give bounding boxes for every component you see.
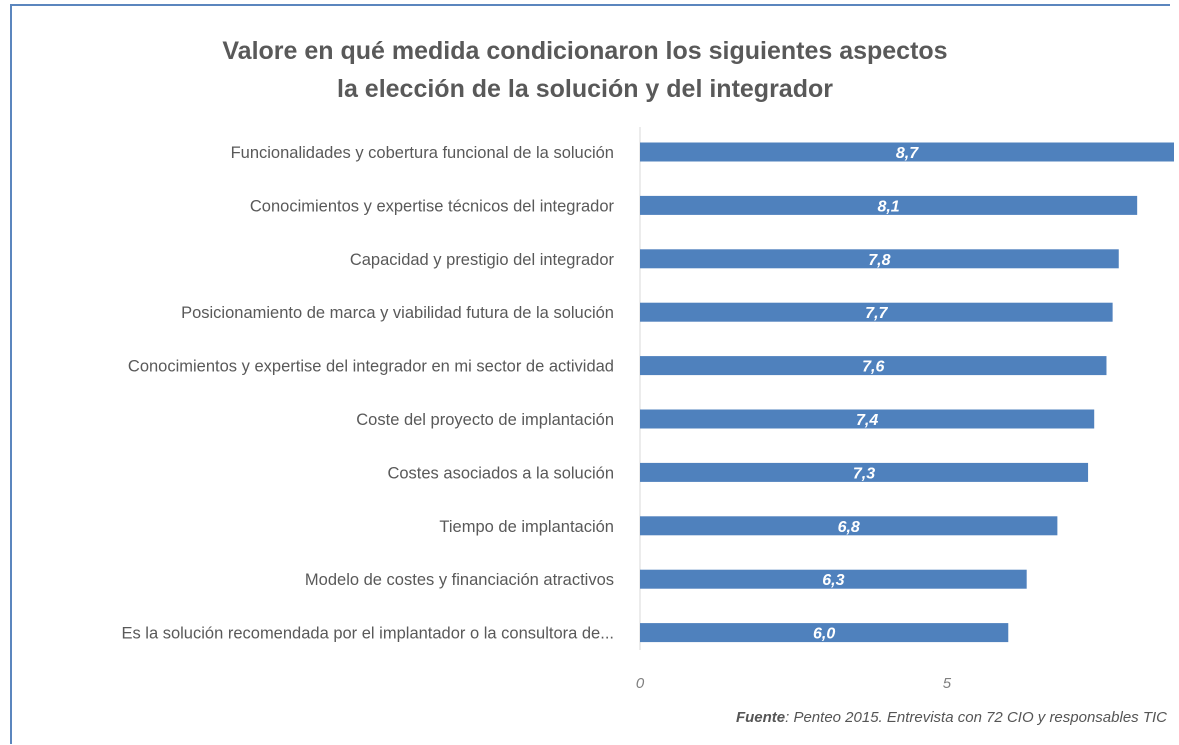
bar-value-label: 7,6 (862, 359, 884, 376)
category-label: Tiempo de implantación (439, 518, 614, 536)
bar-value-label: 7,7 (865, 305, 888, 322)
bar (640, 569, 1027, 589)
bar (640, 356, 1107, 376)
category-label: Conocimientos y expertise técnicos del i… (250, 197, 615, 215)
bar-value-label: 7,3 (853, 465, 875, 482)
source-text: : Penteo 2015. Entrevista con 72 CIO y r… (785, 709, 1167, 726)
bar-value-label: 8,1 (877, 198, 899, 215)
category-labels-layer: Funcionalidades y cobertura funcional de… (121, 144, 614, 643)
bar (640, 195, 1138, 215)
bar-value-label: 8,7 (896, 145, 919, 162)
chart-frame (10, 4, 1170, 744)
x-tick-label: 0 (636, 675, 645, 692)
source-note: Fuente: Penteo 2015. Entrevista con 72 C… (736, 709, 1167, 726)
bar-value-label: 7,4 (856, 412, 878, 429)
category-label: Funcionalidades y cobertura funcional de… (231, 144, 614, 162)
category-label: Es la solución recomendada por el implan… (121, 625, 614, 643)
bar-value-label: 6,8 (838, 519, 860, 536)
category-label: Costes asociados a la solución (387, 464, 614, 482)
bars-layer: 8,7 8,1 7,8 7,7 7,6 7,4 7,3 6,8 6,3 6,0 (640, 142, 1174, 643)
bar-value-label: 6,3 (822, 572, 844, 589)
x-tick-label: 5 (943, 675, 952, 692)
chart-title: Valore en qué medida condicionaron los s… (20, 32, 1150, 108)
category-label: Modelo de costes y financiación atractiv… (305, 571, 614, 589)
bar (640, 623, 1009, 643)
bar-value-label: 6,0 (813, 626, 835, 643)
category-label: Capacidad y prestigio del integrador (350, 251, 615, 269)
category-label: Posicionamiento de marca y viabilidad fu… (181, 304, 614, 322)
bar (640, 516, 1058, 536)
category-label: Coste del proyecto de implantación (356, 411, 614, 429)
bar (640, 249, 1119, 269)
bar-value-label: 7,8 (868, 252, 890, 269)
bar (640, 462, 1089, 482)
bar (640, 409, 1095, 429)
category-label: Conocimientos y expertise del integrador… (128, 358, 614, 376)
source-label: Fuente (735, 709, 786, 726)
chart-title-line-1: Valore en qué medida condicionaron los s… (222, 37, 948, 65)
chart-title-line-2: la elección de la solución y del integra… (337, 75, 833, 103)
bar (640, 302, 1113, 322)
bar (640, 142, 1174, 162)
